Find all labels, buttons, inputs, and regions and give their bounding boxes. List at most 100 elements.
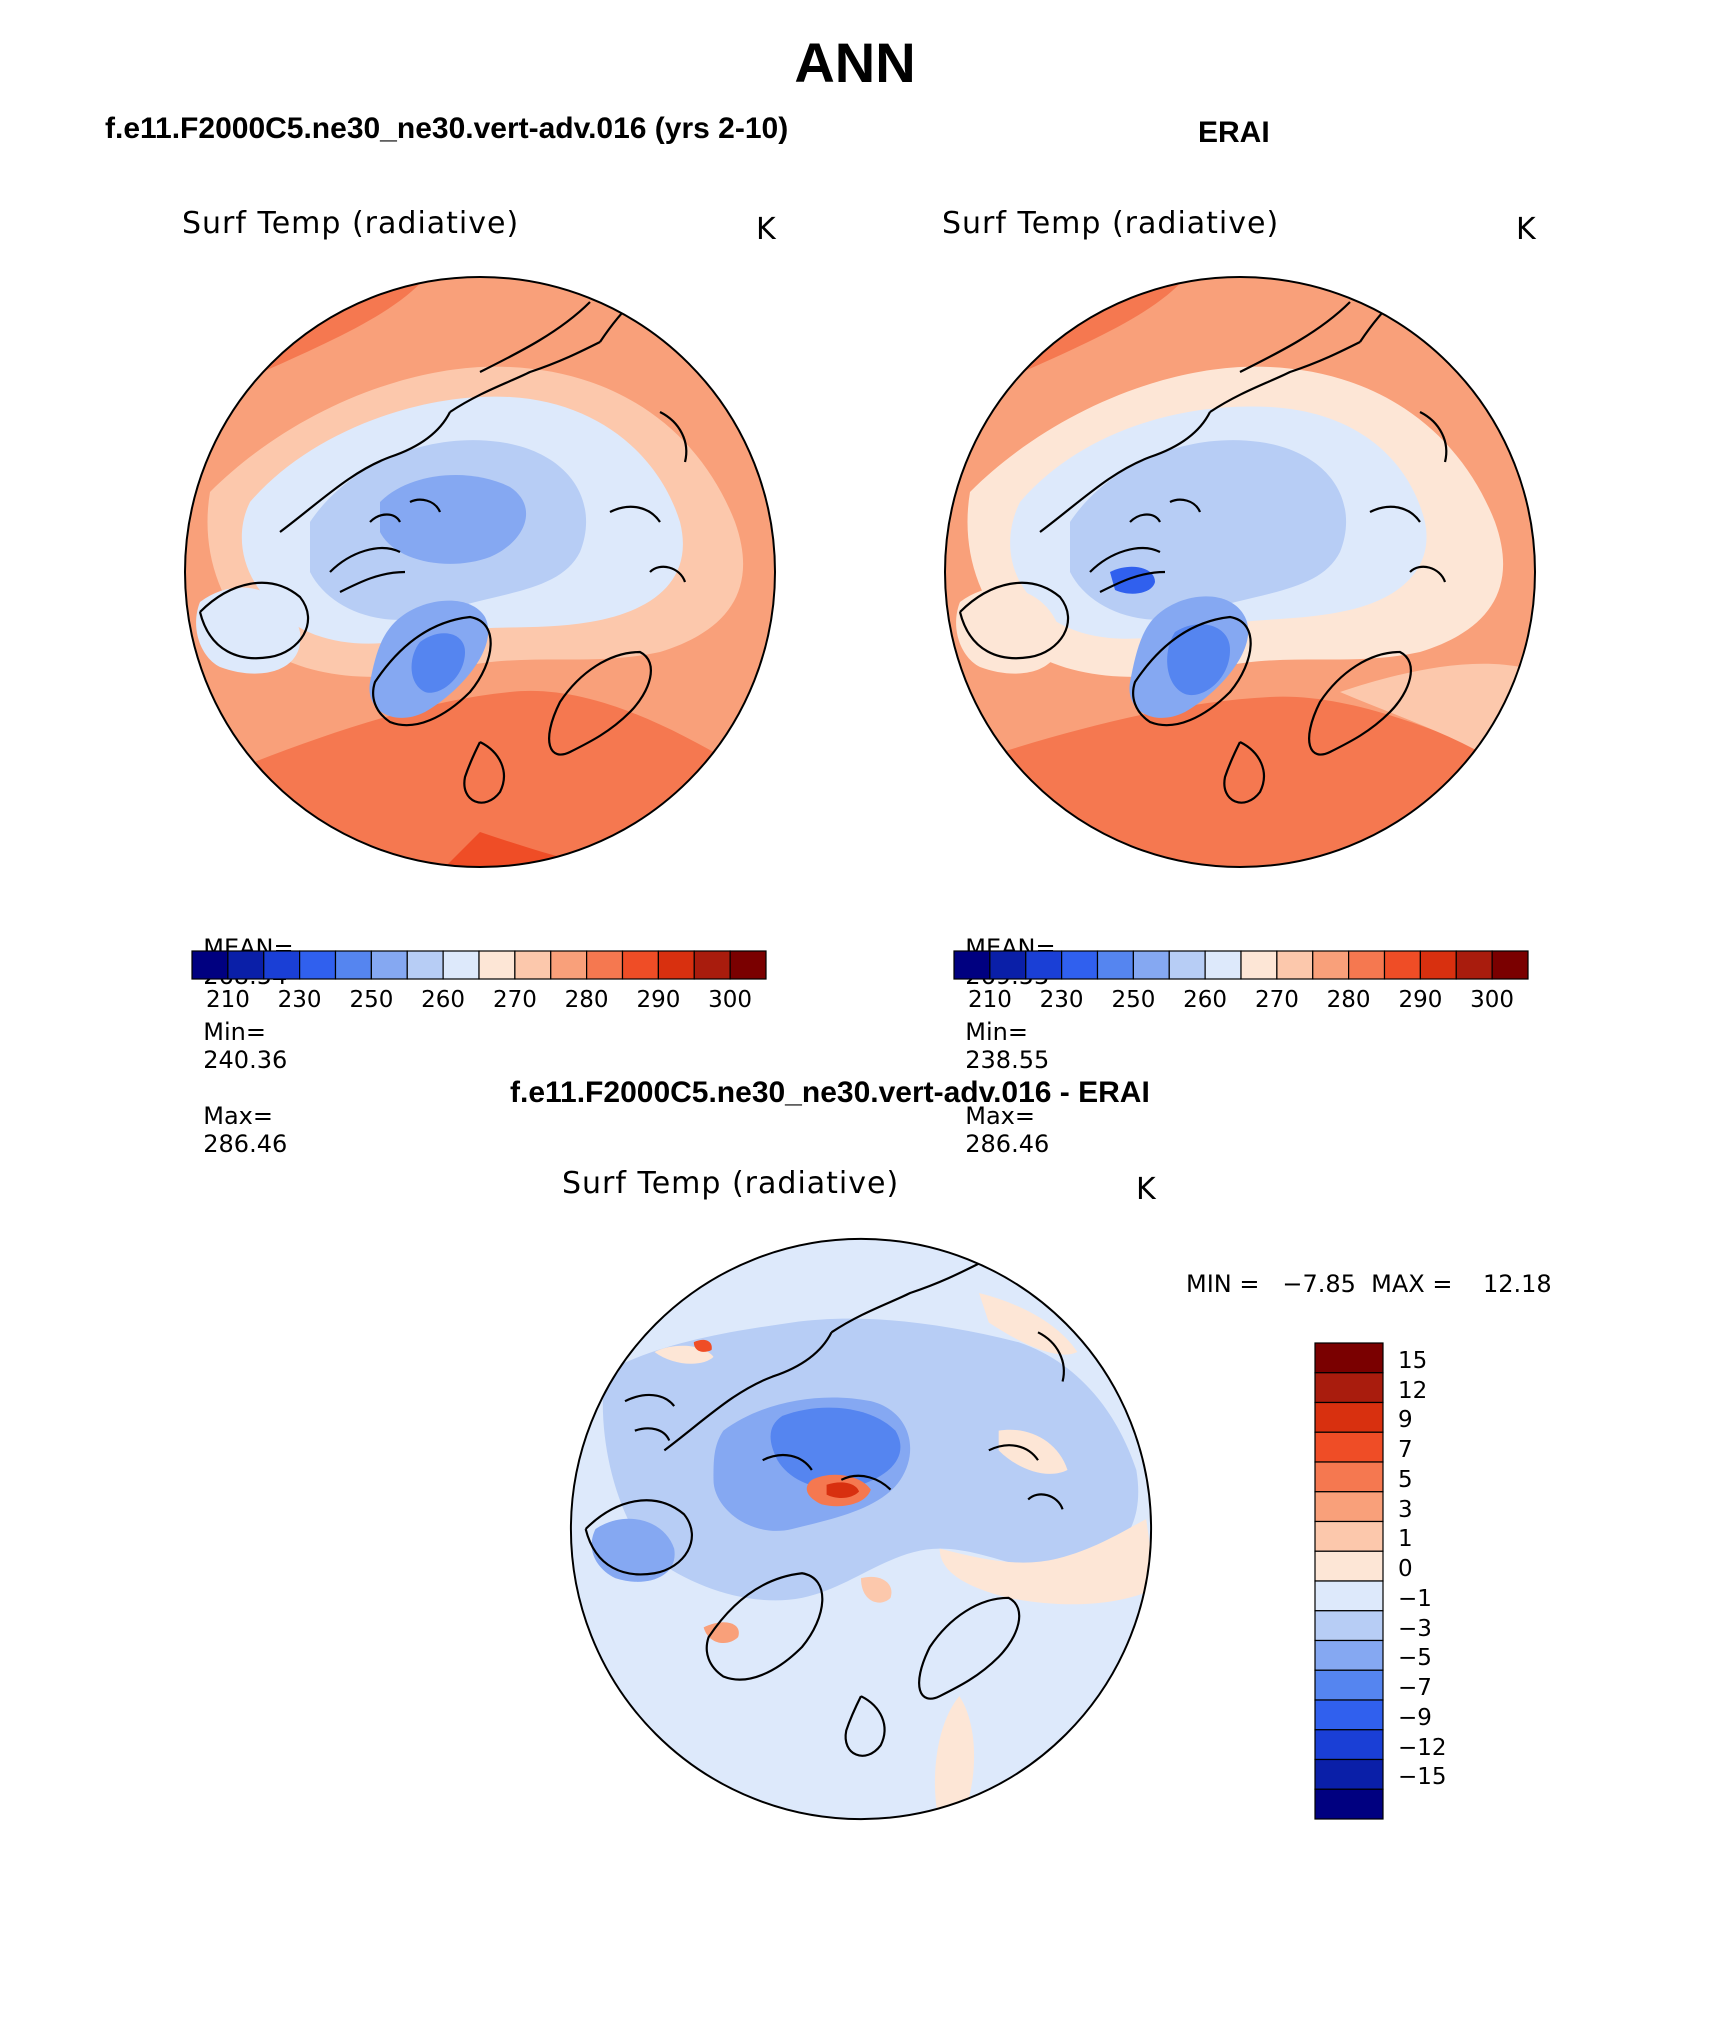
obs-colorbar bbox=[953, 950, 1529, 980]
model-colorbar-box bbox=[191, 950, 229, 980]
obs-colorbar-label: 230 bbox=[1039, 987, 1084, 1013]
diff-colorbar-label: −1 bbox=[1398, 1585, 1432, 1612]
obs-colorbar-box bbox=[989, 950, 1027, 980]
model-min-label: Min= bbox=[203, 1018, 266, 1046]
model-colorbar-box bbox=[586, 950, 624, 980]
obs-colorbar-box bbox=[1419, 950, 1457, 980]
model-colorbar bbox=[191, 950, 767, 980]
model-colorbar-label: 300 bbox=[708, 987, 753, 1013]
model-colorbar-box bbox=[299, 950, 337, 980]
diff-colorbar-box bbox=[1314, 1729, 1384, 1761]
model-variable-label: Surf Temp (radiative) bbox=[182, 206, 520, 241]
model-colorbar-box bbox=[729, 950, 767, 980]
obs-colorbar-box bbox=[1276, 950, 1314, 980]
model-colorbar-label: 260 bbox=[421, 987, 466, 1013]
diff-colorbar-box bbox=[1314, 1699, 1384, 1731]
diff-colorbar-box bbox=[1314, 1461, 1384, 1493]
diff-colorbar bbox=[1314, 1342, 1384, 1820]
diff-colorbar-box bbox=[1314, 1639, 1384, 1671]
obs-colorbar-label: 260 bbox=[1183, 987, 1228, 1013]
diff-colorbar-box bbox=[1314, 1401, 1384, 1433]
obs-colorbar-label: 270 bbox=[1254, 987, 1299, 1013]
obs-max-value: 286.46 bbox=[965, 1130, 1050, 1158]
diff-colorbar-box bbox=[1314, 1669, 1384, 1701]
diff-colorbar-label: 3 bbox=[1398, 1496, 1413, 1523]
model-colorbar-box bbox=[478, 950, 516, 980]
obs-polar-map bbox=[944, 276, 1536, 868]
model-max-value: 286.46 bbox=[203, 1130, 288, 1158]
obs-min-label: Min= bbox=[965, 1018, 1028, 1046]
obs-colorbar-label: 290 bbox=[1398, 987, 1443, 1013]
model-colorbar-box bbox=[227, 950, 265, 980]
diff-variable-label: Surf Temp (radiative) bbox=[562, 1166, 900, 1201]
diff-colorbar-box bbox=[1314, 1431, 1384, 1463]
diff-minmax-text: MIN = −7.85 MAX = 12.18 bbox=[1186, 1270, 1552, 1298]
obs-variable-label: Surf Temp (radiative) bbox=[942, 206, 1280, 241]
model-colorbar-box bbox=[406, 950, 444, 980]
obs-colorbar-box bbox=[1096, 950, 1134, 980]
diff-colorbar-label: −9 bbox=[1398, 1704, 1432, 1731]
diff-colorbar-box bbox=[1314, 1372, 1384, 1404]
model-colorbar-box bbox=[657, 950, 695, 980]
obs-colorbar-box bbox=[1025, 950, 1063, 980]
obs-colorbar-box bbox=[1204, 950, 1242, 980]
obs-colorbar-box bbox=[1312, 950, 1350, 980]
diff-colorbar-labels: 15 12 9 7 5 3 1 0 −1 −3 −5 −7 −9 −12 −15 bbox=[1398, 1343, 1498, 1819]
model-colorbar-label: 280 bbox=[564, 987, 609, 1013]
obs-colorbar-label: 280 bbox=[1326, 987, 1371, 1013]
model-colorbar-label: 230 bbox=[277, 987, 322, 1013]
obs-colorbar-label: 250 bbox=[1111, 987, 1156, 1013]
obs-case-title: ERAI bbox=[1198, 116, 1270, 149]
diff-colorbar-box bbox=[1314, 1580, 1384, 1612]
obs-max-label: Max= bbox=[965, 1102, 1035, 1130]
model-colorbar-label: 250 bbox=[349, 987, 394, 1013]
diff-colorbar-label: −3 bbox=[1398, 1615, 1432, 1642]
model-max-label: Max= bbox=[203, 1102, 273, 1130]
diff-colorbar-label: 1 bbox=[1398, 1526, 1413, 1553]
model-polar-map bbox=[184, 276, 776, 868]
model-units-label: K bbox=[756, 212, 777, 247]
model-case-title: f.e11.F2000C5.ne30_ne30.vert-adv.016 (yr… bbox=[105, 112, 789, 145]
diff-colorbar-box bbox=[1314, 1758, 1384, 1790]
obs-colorbar-box bbox=[1491, 950, 1529, 980]
diff-colorbar-box bbox=[1314, 1491, 1384, 1523]
model-colorbar-box bbox=[263, 950, 301, 980]
page-title: ANN bbox=[794, 31, 916, 94]
diff-colorbar-box bbox=[1314, 1788, 1384, 1820]
obs-colorbar-box bbox=[1061, 950, 1099, 980]
diff-colorbar-label: 0 bbox=[1398, 1556, 1413, 1583]
obs-min-value: 238.55 bbox=[965, 1046, 1050, 1074]
model-colorbar-label: 290 bbox=[636, 987, 681, 1013]
obs-colorbar-box bbox=[953, 950, 991, 980]
obs-colorbar-box bbox=[1455, 950, 1493, 980]
model-colorbar-label: 270 bbox=[492, 987, 537, 1013]
model-colorbar-box bbox=[514, 950, 552, 980]
obs-colorbar-box bbox=[1168, 950, 1206, 980]
model-colorbar-labels: 210 230 250 260 270 280 290 300 bbox=[192, 987, 766, 1017]
obs-units-label: K bbox=[1516, 212, 1537, 247]
obs-colorbar-box bbox=[1383, 950, 1421, 980]
obs-colorbar-labels: 210 230 250 260 270 280 290 300 bbox=[954, 987, 1528, 1017]
model-colorbar-box bbox=[693, 950, 731, 980]
obs-colorbar-box bbox=[1240, 950, 1278, 980]
obs-colorbar-box bbox=[1348, 950, 1386, 980]
diff-colorbar-label: 12 bbox=[1398, 1377, 1428, 1404]
diff-colorbar-label: −5 bbox=[1398, 1645, 1432, 1672]
diff-colorbar-label: 9 bbox=[1398, 1407, 1413, 1434]
diff-colorbar-label: −7 bbox=[1398, 1675, 1432, 1702]
diff-units-label: K bbox=[1136, 1172, 1157, 1207]
model-colorbar-box bbox=[334, 950, 372, 980]
model-colorbar-box bbox=[621, 950, 659, 980]
diff-colorbar-label: 5 bbox=[1398, 1466, 1413, 1493]
diff-case-title: f.e11.F2000C5.ne30_ne30.vert-adv.016 - E… bbox=[510, 1076, 1150, 1109]
model-colorbar-box bbox=[370, 950, 408, 980]
diff-colorbar-label: 7 bbox=[1398, 1437, 1413, 1464]
diff-polar-map bbox=[569, 1237, 1153, 1821]
diff-colorbar-box bbox=[1314, 1610, 1384, 1642]
diff-colorbar-label: −15 bbox=[1398, 1764, 1447, 1791]
obs-stats-line: MEAN= 269.53 Min= 238.55 Max= 286.46 bbox=[950, 906, 1055, 1158]
diff-colorbar-label: −12 bbox=[1398, 1734, 1447, 1761]
obs-colorbar-label: 210 bbox=[967, 987, 1012, 1013]
model-min-value: 240.36 bbox=[203, 1046, 288, 1074]
obs-colorbar-box bbox=[1132, 950, 1170, 980]
